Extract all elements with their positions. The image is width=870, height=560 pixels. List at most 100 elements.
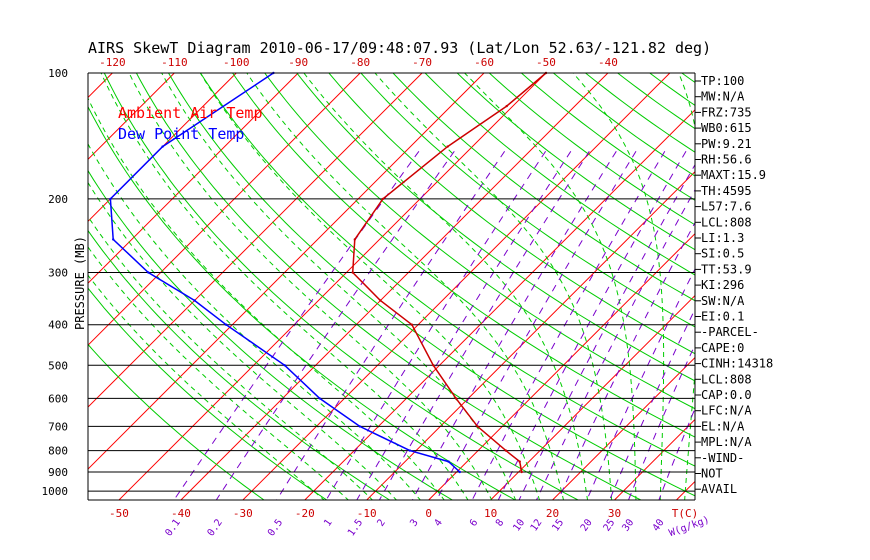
dew-profile-point bbox=[193, 299, 196, 302]
index-label: PW:9.21 bbox=[701, 137, 752, 151]
top-temp-tick-label: -90 bbox=[288, 56, 308, 69]
isotherm-line bbox=[88, 73, 113, 99]
index-label: MAXT:15.9 bbox=[701, 168, 766, 182]
isotherm-line bbox=[0, 73, 50, 500]
mixing-ratio-tick-label: 3 bbox=[408, 517, 420, 528]
mixing-ratio-line bbox=[471, 151, 666, 500]
dew-profile-point bbox=[109, 197, 112, 201]
mixing-ratio-tick-label: 30 bbox=[620, 517, 636, 533]
index-label: SI:0.5 bbox=[701, 247, 744, 261]
index-label: CAP:0.0 bbox=[701, 388, 752, 402]
dry-adiabat-line bbox=[264, 73, 695, 410]
dry-adiabat-line bbox=[360, 73, 695, 328]
mixing-ratio-line bbox=[497, 151, 687, 500]
dry-adiabat-line bbox=[232, 73, 695, 438]
isotherm-line bbox=[614, 418, 695, 500]
temp-profile-point bbox=[432, 364, 435, 367]
mixing-ratio-tick-label: 0.1 bbox=[163, 517, 182, 538]
mixing-ratio-tick-label: 12 bbox=[529, 517, 545, 533]
moist-adiabat-line bbox=[246, 73, 565, 500]
top-temp-tick-label: -60 bbox=[474, 56, 494, 69]
isotherm-line bbox=[428, 232, 695, 500]
dry-adiabat-line bbox=[521, 73, 695, 201]
mixing-ratio-tick-label: 0.5 bbox=[266, 517, 285, 538]
dry-adiabat-line bbox=[456, 73, 695, 251]
dew-profile-point bbox=[447, 460, 450, 463]
pressure-tick-label: 700 bbox=[48, 420, 68, 433]
pressure-tick-label: 400 bbox=[48, 319, 68, 332]
dew-profile-point bbox=[161, 145, 164, 148]
moist-adiabat-line bbox=[88, 274, 325, 500]
index-label: WB0:615 bbox=[701, 121, 752, 135]
index-label: MW:N/A bbox=[701, 90, 745, 104]
mixing-ratio-line bbox=[557, 221, 695, 500]
mixing-ratio-tick-label: 1.5 bbox=[346, 517, 365, 538]
pressure-tick-label: 800 bbox=[48, 445, 68, 458]
index-label: CAPE:0 bbox=[701, 341, 744, 355]
bottom-temp-tick-label: 20 bbox=[546, 507, 559, 520]
moist-adiabat-line bbox=[303, 73, 589, 500]
top-temp-tick-label: -80 bbox=[350, 56, 370, 69]
index-label: L57:7.6 bbox=[701, 200, 752, 214]
dew-profile-point bbox=[458, 470, 461, 474]
moist-adiabat-line bbox=[88, 142, 421, 500]
index-label: SW:N/A bbox=[701, 294, 745, 308]
mixing-ratio-tick-label: 10 bbox=[511, 517, 527, 533]
dry-adiabat-line bbox=[88, 287, 328, 500]
dew-profile-point bbox=[283, 364, 286, 367]
index-label: MPL:N/A bbox=[701, 435, 752, 449]
moist-adiabat-line bbox=[88, 181, 398, 500]
mixing-ratio-tick-label: 1 bbox=[322, 517, 334, 528]
moist-adiabat-line bbox=[374, 73, 613, 500]
temp-profile-point bbox=[410, 323, 414, 326]
dry-adiabat-line bbox=[135, 73, 642, 500]
grid-lines bbox=[0, 73, 870, 500]
index-label: KI:296 bbox=[701, 278, 744, 292]
temp-profile-point bbox=[454, 397, 458, 400]
dry-adiabat-line bbox=[553, 73, 695, 177]
mixing-ratio-tick-label: 0.2 bbox=[206, 517, 225, 538]
dry-adiabat-line bbox=[328, 73, 695, 355]
dry-adiabat-line bbox=[778, 73, 870, 500]
dew-profile-point bbox=[318, 397, 321, 400]
mixing-ratio-line bbox=[609, 307, 695, 500]
bottom-temp-tick-label: 10 bbox=[484, 507, 497, 520]
temp-unit-label: T(C) bbox=[672, 507, 699, 520]
index-label: RH:56.6 bbox=[701, 153, 752, 167]
top-temp-tick-label: -50 bbox=[536, 56, 556, 69]
dry-adiabat-line bbox=[103, 73, 579, 500]
dry-adiabat-line bbox=[88, 343, 265, 500]
index-label: TP:100 bbox=[701, 74, 744, 88]
moist-adiabat-line bbox=[572, 73, 665, 500]
mixing-ratio-tick-label: 2 bbox=[375, 517, 387, 528]
index-label: EI:0.1 bbox=[701, 310, 744, 324]
dew-profile-point bbox=[224, 323, 228, 326]
isotherm-line bbox=[88, 73, 361, 346]
mixing-ratio-tick-label: 6 bbox=[468, 517, 480, 528]
grid-clipped bbox=[0, 73, 870, 500]
bottom-temp-tick-label: 30 bbox=[608, 507, 621, 520]
temp-profile-point bbox=[351, 271, 354, 274]
bottom-temp-tick-label: -20 bbox=[295, 507, 315, 520]
isotherm-line bbox=[118, 73, 547, 500]
dry-adiabat-line bbox=[296, 73, 695, 382]
mixing-ratio-line bbox=[325, 151, 547, 500]
legend-dew-point-temp: Dew Point Temp bbox=[118, 125, 244, 143]
mixing-ratio-line bbox=[518, 163, 695, 500]
mixing-ratio-line bbox=[378, 151, 590, 500]
index-label: TH:4595 bbox=[701, 184, 752, 198]
index-label: NOT bbox=[701, 467, 723, 481]
chart-title: AIRS SkewT Diagram 2010-06-17/09:48:07.9… bbox=[88, 39, 711, 57]
isotherm-line bbox=[88, 73, 485, 470]
temp-profile-point bbox=[381, 197, 385, 201]
profiles bbox=[109, 71, 548, 474]
top-temp-tick-label: -120 bbox=[99, 56, 126, 69]
dry-adiabat-line bbox=[488, 73, 695, 226]
isotherm-line bbox=[88, 73, 299, 284]
pressure-tick-label: 600 bbox=[48, 392, 68, 405]
bottom-temp-tick-label: -50 bbox=[109, 507, 129, 520]
mixing-ratio-tick-label: 40 bbox=[651, 517, 667, 533]
legend-ambient-air-temp: Ambient Air Temp bbox=[118, 104, 263, 122]
